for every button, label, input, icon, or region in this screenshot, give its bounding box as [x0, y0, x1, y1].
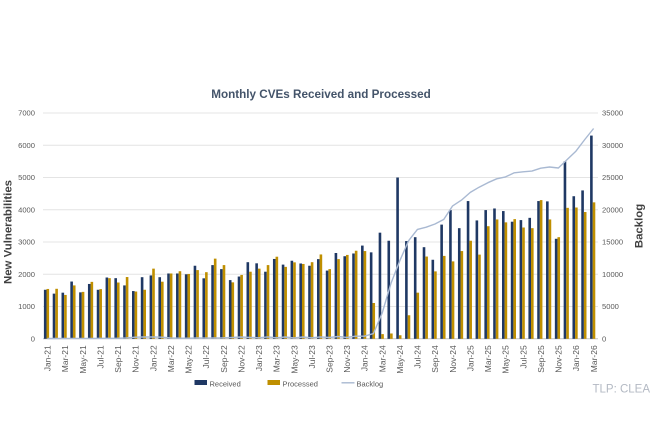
svg-text:Monthly CVEs Received and Proc: Monthly CVEs Received and Processed [211, 88, 431, 101]
svg-text:Sep-24: Sep-24 [430, 345, 440, 373]
svg-text:May-25: May-25 [501, 345, 511, 374]
svg-text:7000: 7000 [18, 109, 35, 118]
svg-text:Mar-23: Mar-23 [272, 345, 282, 372]
svg-text:5000: 5000 [18, 173, 35, 182]
svg-text:May-22: May-22 [184, 345, 194, 374]
svg-text:15000: 15000 [602, 238, 623, 247]
svg-text:May-21: May-21 [78, 345, 88, 374]
svg-text:30000: 30000 [602, 141, 623, 150]
svg-text:2000: 2000 [18, 270, 35, 279]
svg-text:Nov-21: Nov-21 [131, 345, 141, 373]
svg-text:1000: 1000 [18, 302, 35, 311]
svg-text:Jul-25: Jul-25 [518, 345, 528, 368]
svg-text:Mar-22: Mar-22 [166, 345, 176, 372]
svg-text:New Vulnerabilities: New Vulnerabilities [3, 180, 15, 284]
svg-text:Nov-25: Nov-25 [554, 345, 564, 373]
svg-text:0: 0 [31, 334, 35, 343]
svg-text:May-23: May-23 [289, 345, 299, 374]
svg-text:Nov-22: Nov-22 [236, 345, 246, 373]
svg-text:0: 0 [602, 334, 606, 343]
svg-text:10000: 10000 [602, 270, 623, 279]
svg-text:Sep-21: Sep-21 [113, 345, 123, 373]
svg-text:20000: 20000 [602, 205, 623, 214]
svg-text:Jan-26: Jan-26 [571, 345, 581, 371]
svg-text:May-24: May-24 [395, 345, 405, 374]
svg-text:Jul-21: Jul-21 [96, 345, 106, 368]
svg-text:6000: 6000 [18, 141, 35, 150]
svg-text:Jan-25: Jan-25 [466, 345, 476, 371]
svg-text:Nov-23: Nov-23 [342, 345, 352, 373]
svg-text:Backlog: Backlog [357, 380, 384, 389]
svg-text:TLP: CLEAR: TLP: CLEAR [593, 384, 650, 396]
svg-text:Backlog: Backlog [634, 204, 646, 248]
svg-text:Nov-24: Nov-24 [448, 345, 458, 373]
svg-text:25000: 25000 [602, 173, 623, 182]
svg-text:Processed: Processed [283, 380, 318, 389]
svg-text:Jul-23: Jul-23 [307, 345, 317, 368]
svg-text:3000: 3000 [18, 238, 35, 247]
svg-text:Jul-24: Jul-24 [413, 345, 423, 368]
svg-text:Mar-24: Mar-24 [377, 345, 387, 372]
svg-text:Jan-22: Jan-22 [148, 345, 158, 371]
svg-text:Mar-26: Mar-26 [589, 345, 599, 372]
svg-text:4000: 4000 [18, 205, 35, 214]
svg-text:5000: 5000 [602, 302, 619, 311]
svg-text:Received: Received [210, 380, 241, 389]
svg-text:Jan-24: Jan-24 [360, 345, 370, 371]
svg-text:Sep-23: Sep-23 [325, 345, 335, 373]
svg-text:35000: 35000 [602, 109, 623, 118]
svg-text:Jan-21: Jan-21 [43, 345, 53, 371]
svg-text:Sep-22: Sep-22 [219, 345, 229, 373]
svg-text:Sep-25: Sep-25 [536, 345, 546, 373]
svg-text:Jan-23: Jan-23 [254, 345, 264, 371]
svg-text:Mar-25: Mar-25 [483, 345, 493, 372]
svg-text:Jul-22: Jul-22 [201, 345, 211, 368]
svg-text:Mar-21: Mar-21 [60, 345, 70, 372]
